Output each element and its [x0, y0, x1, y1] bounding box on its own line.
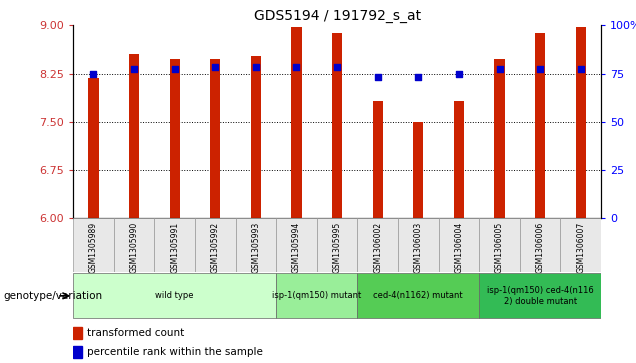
Bar — [276, 218, 317, 272]
Bar — [114, 218, 155, 272]
Text: GSM1305991: GSM1305991 — [170, 222, 179, 273]
Bar — [210, 59, 220, 218]
Bar — [317, 218, 357, 272]
Bar — [373, 101, 383, 218]
Bar — [170, 59, 180, 218]
Bar — [454, 101, 464, 218]
Title: GDS5194 / 191792_s_at: GDS5194 / 191792_s_at — [254, 9, 420, 23]
Bar — [332, 33, 342, 218]
Text: isp-1(qm150) mutant: isp-1(qm150) mutant — [272, 291, 361, 300]
Text: wild type: wild type — [155, 291, 194, 300]
Text: ced-4(n1162) mutant: ced-4(n1162) mutant — [373, 291, 463, 300]
Bar — [413, 122, 424, 218]
Bar — [560, 218, 601, 272]
Bar — [276, 273, 357, 318]
Point — [291, 64, 301, 70]
Point — [494, 66, 504, 72]
Bar — [479, 273, 601, 318]
Point — [535, 66, 545, 72]
Bar — [398, 218, 439, 272]
Point — [88, 71, 99, 77]
Point — [251, 64, 261, 70]
Bar — [73, 327, 82, 339]
Bar — [357, 273, 479, 318]
Bar — [235, 218, 276, 272]
Bar — [129, 54, 139, 218]
Point — [170, 66, 180, 72]
Bar — [357, 218, 398, 272]
Text: percentile rank within the sample: percentile rank within the sample — [87, 347, 263, 357]
Text: GSM1306007: GSM1306007 — [576, 222, 585, 273]
Bar — [88, 78, 99, 218]
Text: GSM1305993: GSM1305993 — [251, 222, 260, 273]
Text: isp-1(qm150) ced-4(n116
2) double mutant: isp-1(qm150) ced-4(n116 2) double mutant — [487, 286, 593, 306]
Text: GSM1305992: GSM1305992 — [211, 222, 220, 273]
Bar — [535, 33, 545, 218]
Text: GSM1305989: GSM1305989 — [89, 222, 98, 273]
Point — [413, 74, 424, 79]
Point — [454, 71, 464, 77]
Bar — [520, 218, 560, 272]
Text: genotype/variation: genotype/variation — [3, 291, 102, 301]
Text: GSM1305994: GSM1305994 — [292, 222, 301, 273]
Bar — [291, 27, 301, 218]
Bar — [479, 218, 520, 272]
Bar — [155, 218, 195, 272]
Text: GSM1306002: GSM1306002 — [373, 222, 382, 273]
Bar — [195, 218, 235, 272]
Point — [210, 64, 220, 70]
Bar — [251, 56, 261, 218]
Bar — [73, 273, 276, 318]
Text: GSM1306004: GSM1306004 — [454, 222, 464, 273]
Point — [129, 66, 139, 72]
Text: transformed count: transformed count — [87, 328, 184, 338]
Text: GSM1306003: GSM1306003 — [414, 222, 423, 273]
Text: GSM1305990: GSM1305990 — [130, 222, 139, 273]
Point — [576, 66, 586, 72]
Bar — [73, 218, 114, 272]
Point — [332, 64, 342, 70]
Text: GSM1305995: GSM1305995 — [333, 222, 342, 273]
Text: GSM1306005: GSM1306005 — [495, 222, 504, 273]
Bar — [576, 27, 586, 218]
Bar — [494, 59, 504, 218]
Point — [373, 74, 383, 79]
Bar — [73, 346, 82, 358]
Bar — [439, 218, 479, 272]
Text: GSM1306006: GSM1306006 — [536, 222, 544, 273]
